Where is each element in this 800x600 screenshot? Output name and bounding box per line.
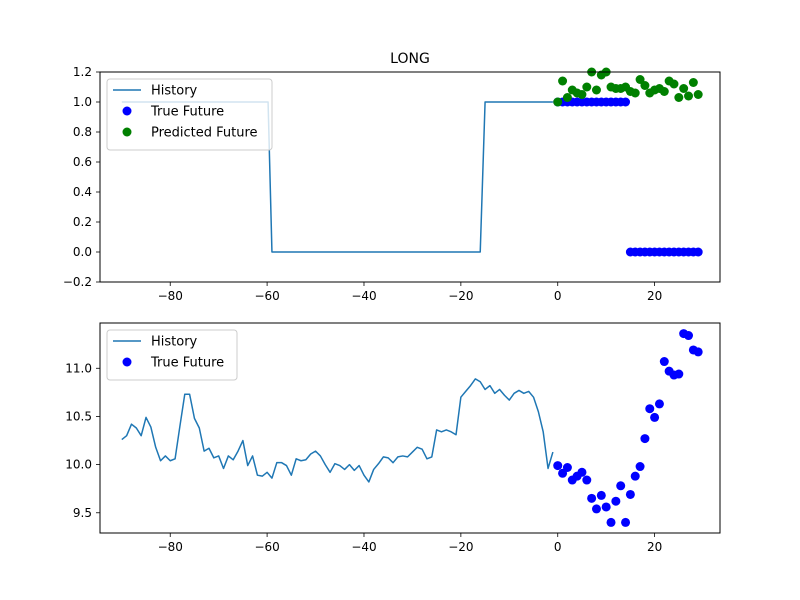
bottom-legend-true-future-swatch <box>122 357 132 367</box>
top-y-tick-label: 0.4 <box>73 185 92 199</box>
bottom-x-tick-label: 0 <box>554 540 562 554</box>
bottom-x-tick-label: −20 <box>448 540 473 554</box>
top-x-tick-label: −40 <box>351 289 376 303</box>
top-predicted-future-point <box>635 75 645 84</box>
top-y-tick-label: 1.0 <box>73 95 92 109</box>
top-axes-frame <box>99 71 721 283</box>
top-predicted-future-point <box>688 78 698 87</box>
top-legend-true-future-swatch <box>122 106 132 116</box>
top-predicted-future-point <box>684 91 694 101</box>
top-x-tick-label: 20 <box>647 289 662 303</box>
top-predicted-future-point <box>630 88 640 98</box>
top-predicted-future-point <box>558 76 568 86</box>
bottom-true-future-point <box>606 517 616 527</box>
bottom-true-future-point <box>684 331 694 341</box>
top-y-tick-label: 1.2 <box>73 65 92 79</box>
top-predicted-future-point <box>679 84 689 93</box>
top-predicted-future-point <box>577 90 587 99</box>
bottom-legend-box <box>106 329 238 381</box>
bottom-true-future-point <box>625 489 635 499</box>
top-predicted-future-point <box>669 79 679 89</box>
top-predicted-future-point <box>659 87 669 96</box>
top-y-tick-label: −0.2 <box>63 275 92 289</box>
top-predicted-future-point <box>693 90 703 99</box>
top-legend-history-label: History <box>151 84 198 99</box>
bottom-true-future-point <box>674 369 684 379</box>
bottom-axes-frame <box>99 322 721 534</box>
bottom-x-tick-label: −40 <box>351 540 376 554</box>
bottom-y-tick-label: 10.5 <box>65 409 92 423</box>
top-predicted-future-point <box>591 85 601 95</box>
bottom-true-future-point <box>601 502 611 512</box>
top-x-tick-label: 0 <box>554 289 562 303</box>
bottom-y-tick-label: 11.0 <box>65 361 92 375</box>
bottom-plot-area: −80 −60 −40 −20 0 20 9.5 10.0 10.5 11.0 <box>65 322 721 554</box>
top-legend-true-future-label: True Future <box>150 105 224 120</box>
bottom-true-future-point <box>659 357 669 367</box>
top-predicted-future-point <box>553 97 563 107</box>
top-y-tick-label: 0.8 <box>73 125 92 139</box>
bottom-legend-true-future-label: True Future <box>150 356 224 371</box>
top-plot-area: −80 −60 −40 −20 0 20 −0.2 0.0 0.2 0.4 0.6 0.8 1.0 1.2 <box>63 65 721 303</box>
bottom-legend-history-label: History <box>151 335 198 350</box>
bottom-true-future-point <box>654 399 664 409</box>
bottom-x-tick-label: −80 <box>158 540 183 554</box>
top-true-future-point <box>693 247 703 257</box>
bottom-true-future-point <box>645 404 655 414</box>
top-predicted-future-point <box>562 93 572 102</box>
bottom-true-future-point <box>562 463 572 472</box>
bottom-true-future-point <box>587 493 597 503</box>
bottom-x-tick-label: −60 <box>254 540 279 554</box>
bottom-true-future-point <box>621 517 631 527</box>
bottom-true-future-point <box>640 434 650 444</box>
top-predicted-future-point <box>582 82 592 92</box>
bottom-true-future-point <box>693 347 703 357</box>
bottom-true-future-point <box>596 490 606 500</box>
bottom-chart: −80 −60 −40 −20 0 20 9.5 10.0 10.5 11.0 History Tr… <box>65 322 721 554</box>
top-chart: LONG −80 −60 −40 −20 0 20 −0.2 0.0 0.2 0.4 0.6 0.8 1… <box>63 51 721 303</box>
top-y-tick-label: 0.2 <box>73 215 92 229</box>
bottom-true-future-point <box>650 412 660 422</box>
chart-title: LONG <box>390 51 430 67</box>
bottom-true-future-point <box>611 496 621 506</box>
top-x-tick-label: −20 <box>448 289 473 303</box>
top-true-future-point <box>621 97 631 107</box>
top-predicted-future-point <box>674 93 684 102</box>
bottom-y-tick-label: 9.5 <box>73 506 92 520</box>
top-x-tick-label: −80 <box>158 289 183 303</box>
top-y-tick-label: 0.6 <box>73 155 92 169</box>
top-y-tick-label: 0.0 <box>73 245 92 259</box>
bottom-true-future-point <box>553 461 563 471</box>
bottom-true-future-point <box>577 467 587 477</box>
bottom-y-tick-label: 10.0 <box>65 458 92 472</box>
bottom-true-future-point <box>635 462 645 472</box>
top-predicted-future-point <box>640 81 650 90</box>
bottom-true-future-point <box>616 481 626 491</box>
bottom-history-line <box>121 378 554 483</box>
bottom-x-tick-label: 20 <box>647 540 662 554</box>
bottom-true-future-point <box>591 504 601 514</box>
top-legend-box <box>106 78 273 151</box>
bottom-legend: History True Future <box>106 329 238 381</box>
bottom-true-future-point <box>582 475 592 485</box>
top-legend: History True Future Predicted Future <box>106 78 273 151</box>
bottom-true-future-point <box>630 471 640 481</box>
top-legend-predicted-future-swatch <box>122 127 132 137</box>
top-x-tick-label: −60 <box>254 289 279 303</box>
top-legend-predicted-future-label: Predicted Future <box>151 126 258 141</box>
